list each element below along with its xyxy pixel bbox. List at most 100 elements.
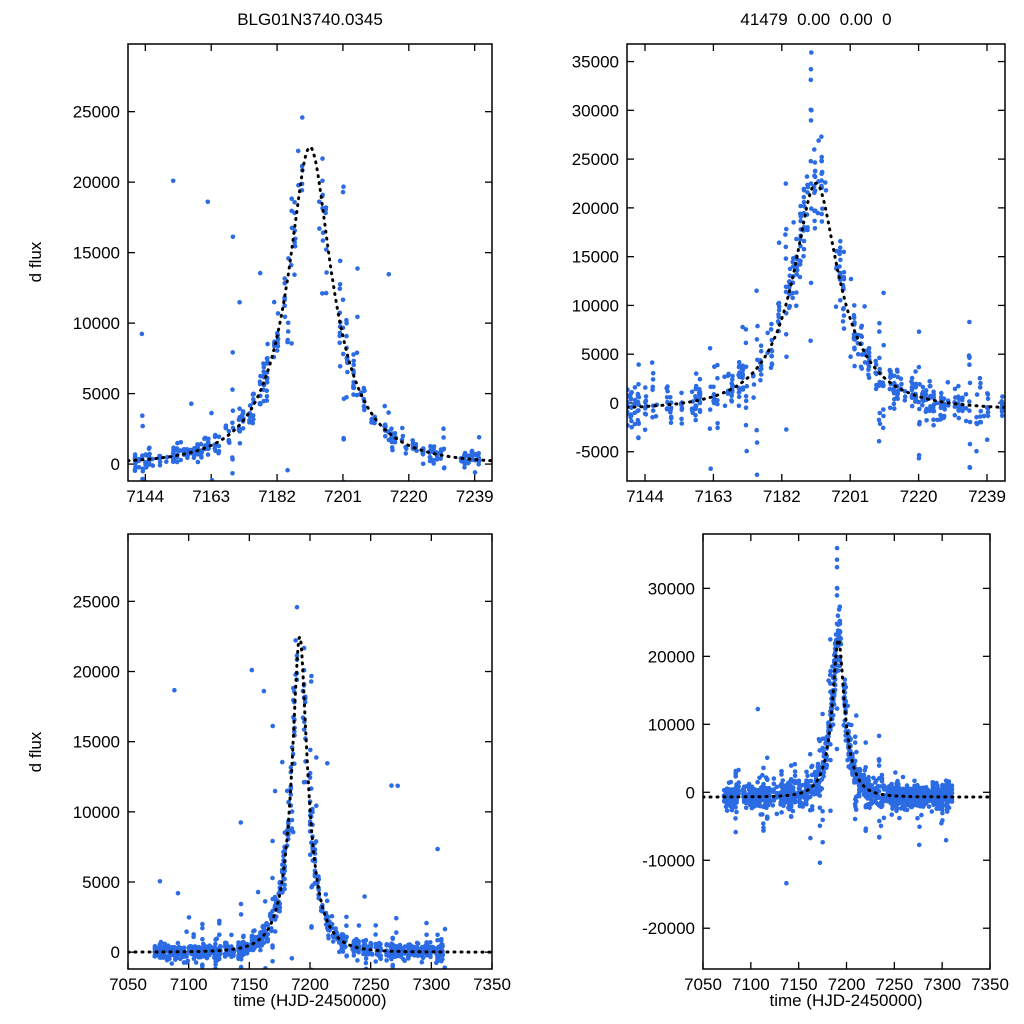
data-point	[820, 745, 825, 751]
data-point	[383, 434, 388, 439]
data-point	[808, 778, 814, 784]
data-point	[770, 803, 776, 808]
data-point	[329, 921, 335, 927]
data-point	[920, 384, 926, 390]
data-point	[952, 386, 958, 392]
data-point	[978, 414, 983, 419]
data-point	[733, 816, 738, 821]
data-point	[776, 307, 782, 313]
data-point	[923, 388, 929, 393]
data-point	[754, 472, 760, 478]
data-point	[231, 953, 236, 959]
data-point	[264, 361, 270, 366]
data-point	[904, 783, 910, 788]
data-point	[400, 433, 406, 439]
x-tick-label: 7150	[780, 975, 818, 994]
data-point	[317, 199, 322, 204]
data-point	[313, 839, 319, 844]
data-point	[636, 421, 641, 427]
data-point	[834, 706, 840, 711]
data-point	[881, 342, 886, 348]
data-point	[164, 459, 169, 465]
data-point	[751, 395, 756, 400]
x-tick-label: 7150	[230, 975, 268, 994]
data-point	[909, 375, 915, 381]
data-point	[325, 761, 330, 766]
data-point	[881, 796, 887, 802]
data-point	[209, 410, 214, 416]
data-point	[800, 801, 805, 806]
data-point	[212, 433, 218, 438]
data-point	[852, 363, 857, 369]
data-point	[960, 408, 965, 414]
scatter-points	[152, 604, 448, 969]
data-point	[257, 400, 263, 406]
x-tick-label: 7250	[352, 975, 390, 994]
y-tick-label: 5000	[82, 873, 120, 892]
data-point	[230, 387, 235, 392]
data-point	[410, 438, 416, 443]
data-point	[956, 415, 962, 421]
data-point	[643, 398, 649, 404]
data-point	[728, 779, 734, 785]
data-point	[743, 422, 749, 428]
data-point	[282, 314, 288, 320]
data-point	[900, 802, 906, 808]
data-point	[441, 435, 446, 440]
data-point	[912, 778, 917, 784]
data-point	[725, 391, 731, 396]
data-point	[809, 788, 815, 793]
data-point	[308, 679, 314, 684]
data-point	[927, 379, 932, 384]
data-point	[289, 341, 294, 346]
data-point	[186, 915, 192, 920]
data-point	[840, 306, 846, 312]
data-point	[873, 370, 879, 376]
data-point	[237, 406, 242, 412]
y-tick-label: 15000	[572, 248, 619, 267]
data-point	[643, 385, 648, 390]
data-point	[181, 447, 186, 452]
data-point	[390, 935, 395, 941]
data-point	[200, 925, 205, 931]
data-point	[363, 956, 369, 961]
data-point	[910, 381, 915, 386]
y-tick-label: 0	[686, 783, 695, 802]
data-point	[808, 338, 813, 344]
data-point	[835, 613, 841, 618]
data-point	[323, 247, 329, 252]
data-point	[949, 790, 955, 796]
data-point	[301, 727, 307, 732]
data-point	[909, 387, 915, 393]
data-point	[784, 880, 789, 886]
data-point	[323, 892, 329, 897]
data-point	[642, 411, 648, 417]
data-point	[337, 330, 343, 336]
data-point	[264, 356, 270, 361]
data-point	[275, 311, 281, 316]
data-point	[897, 785, 902, 791]
data-point	[834, 564, 840, 570]
data-point	[981, 413, 987, 419]
data-point	[373, 923, 379, 928]
data-point	[419, 959, 425, 965]
data-point	[476, 462, 482, 467]
data-point	[668, 407, 673, 413]
data-point	[317, 226, 322, 231]
data-point	[837, 245, 843, 250]
data-point	[363, 960, 369, 966]
data-point	[805, 773, 810, 778]
data-point	[804, 174, 810, 179]
data-point	[798, 237, 803, 242]
data-point	[337, 286, 343, 292]
data-point	[734, 798, 739, 804]
data-point	[894, 805, 900, 811]
data-point	[896, 801, 901, 806]
data-point	[887, 386, 893, 392]
data-point	[809, 807, 815, 812]
data-point	[792, 761, 798, 767]
data-point	[924, 418, 929, 423]
data-point	[967, 464, 972, 470]
x-tick-label: 7100	[732, 975, 770, 994]
data-point	[859, 334, 865, 340]
